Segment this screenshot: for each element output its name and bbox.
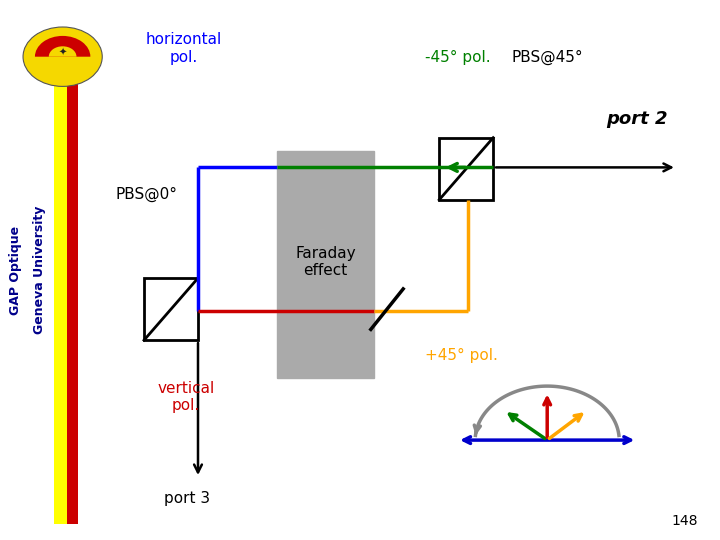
Text: +45° pol.: +45° pol. [425, 348, 498, 363]
Bar [439, 138, 493, 200]
Text: PBS@0°: PBS@0° [115, 187, 177, 202]
Bar [277, 151, 374, 378]
Text: horizontal
pol.: horizontal pol. [145, 32, 222, 65]
Circle shape [23, 27, 102, 86]
Text: ✦: ✦ [58, 47, 67, 57]
Text: -45° pol.: -45° pol. [425, 50, 490, 65]
Text: Geneva University: Geneva University [33, 206, 46, 334]
Text: port 2: port 2 [606, 110, 668, 128]
Text: PBS@45°: PBS@45° [511, 50, 582, 65]
Text: port 3: port 3 [164, 491, 210, 507]
Wedge shape [35, 36, 91, 57]
Bar [144, 278, 198, 340]
Text: Faraday
effect: Faraday effect [295, 246, 356, 278]
Bar [54, 49, 67, 524]
Text: GAP Optique: GAP Optique [9, 225, 22, 315]
Bar [67, 49, 78, 524]
Text: vertical
pol.: vertical pol. [157, 381, 215, 413]
Wedge shape [49, 46, 76, 57]
Text: 148: 148 [672, 514, 698, 528]
